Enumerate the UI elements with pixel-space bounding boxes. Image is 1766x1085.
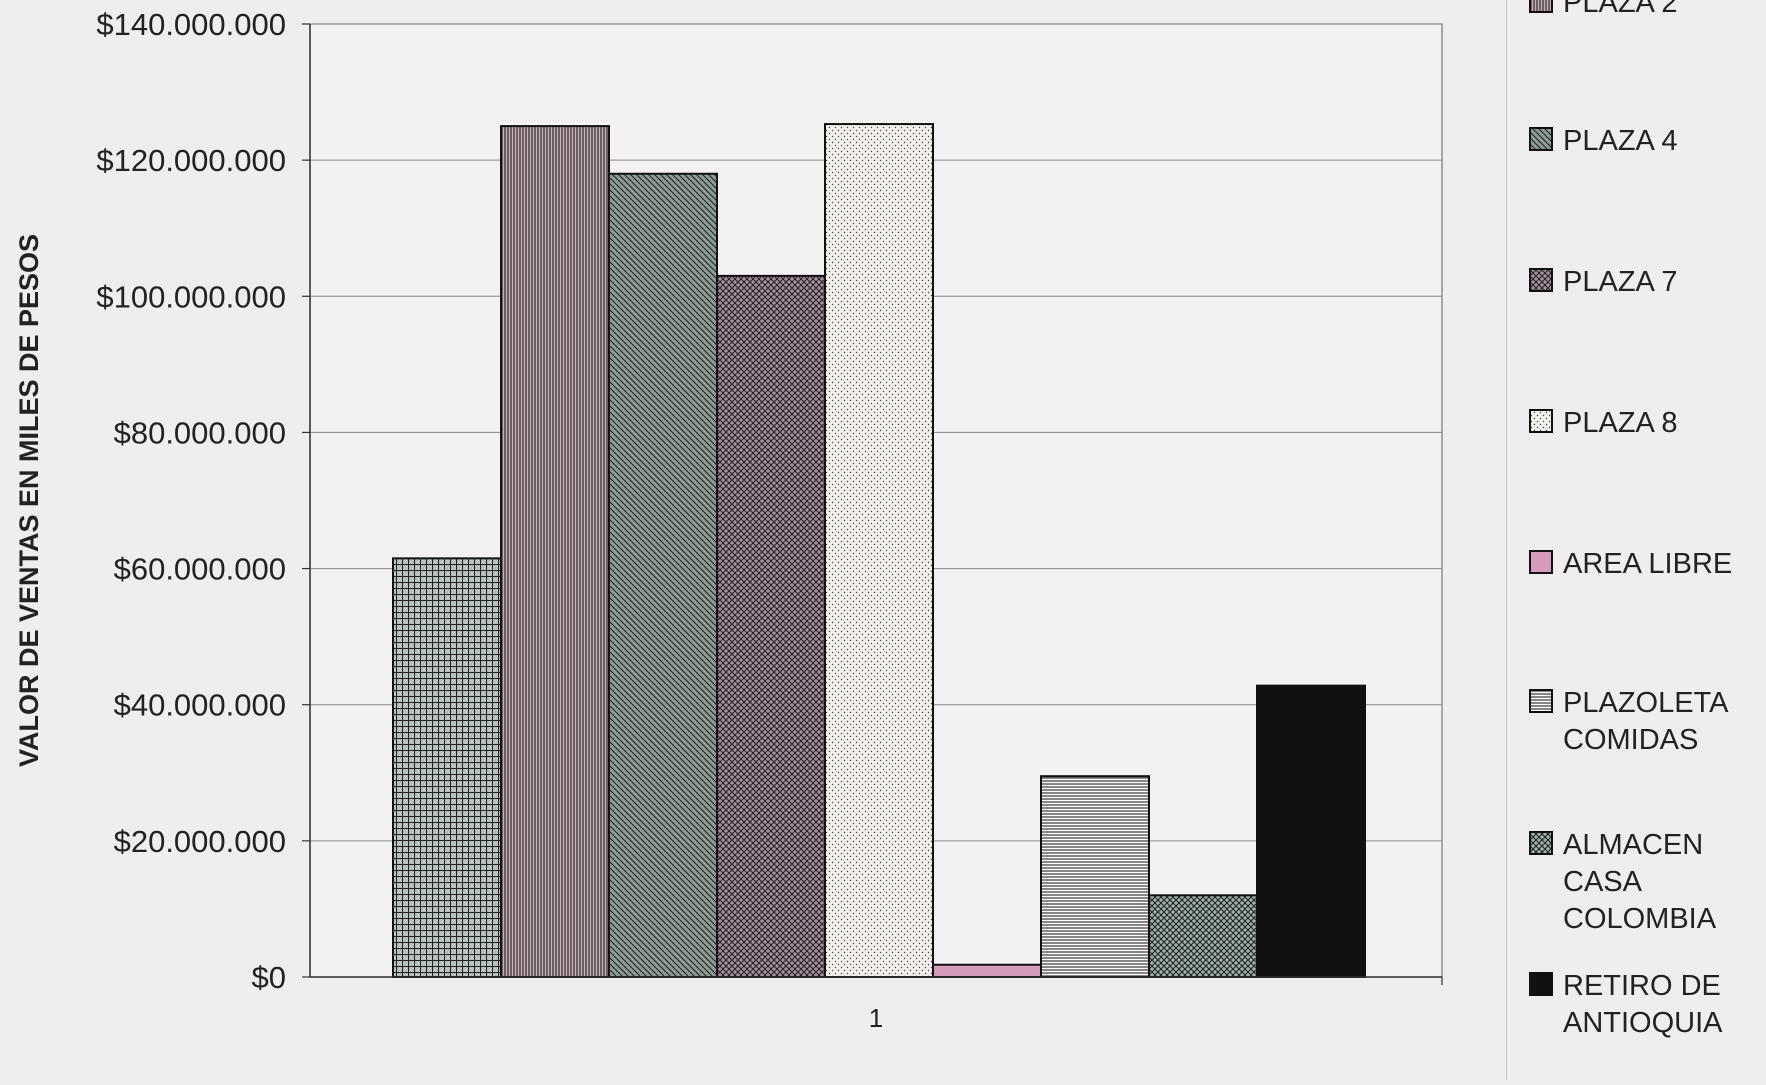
bar-plaza-2 [500, 125, 610, 979]
legend-label: COMIDAS [1563, 724, 1698, 756]
legend-label: COLOMBIA [1563, 903, 1717, 935]
legend-swatch [1529, 831, 1553, 855]
x-tick-label: 1 [869, 1003, 883, 1033]
legend-label: RETIRO DE [1563, 970, 1721, 1002]
legend-item-area-libre: AREA LIBRE [1529, 548, 1732, 580]
bar-plazoleta-comidas [1040, 775, 1150, 978]
legend-swatch [1529, 689, 1553, 713]
legend-item-plaza-7: PLAZA 7 [1529, 266, 1677, 298]
legend-swatch [1529, 550, 1553, 574]
y-axis-label: VALOR DE VENTAS EN MILES DE PESOS [14, 234, 44, 767]
legend-label: PLAZA 7 [1563, 266, 1677, 298]
legend-item-plaza-4: PLAZA 4 [1529, 125, 1677, 157]
bar-series-1 [392, 557, 502, 978]
bar-retiro-de-antioquia [1256, 684, 1366, 978]
y-tick-label: $100.000.000 [96, 279, 286, 314]
legend-divider [1506, 0, 1507, 1080]
y-tick-label: $80.000.000 [114, 415, 286, 450]
legend-label: AREA LIBRE [1563, 548, 1732, 580]
legend-label: PLAZOLETA [1563, 687, 1729, 719]
legend-item-retiro-de-antioquia: RETIRO DE ANTIOQUIA [1529, 970, 1723, 1039]
bar-plaza-4 [608, 172, 718, 978]
bar-area-libre [932, 963, 1042, 978]
axes: $0 $20.000.000 $40.000.000 $60.000.000 $80.0… [14, 7, 1443, 1033]
legend-item-almacen-casa-colombia: ALMACEN CASA COLOMBIA [1529, 829, 1717, 935]
legend-swatch [1529, 127, 1553, 151]
legend-label: ALMACEN [1563, 829, 1703, 861]
bars [392, 123, 1366, 979]
legend-swatch [1529, 0, 1553, 13]
legend-swatch [1529, 972, 1553, 996]
legend-item-plaza-8: PLAZA 8 [1529, 407, 1677, 439]
y-tick-label: $60.000.000 [114, 552, 286, 587]
legend-label: PLAZA 2 [1563, 0, 1677, 19]
y-tick-label: $120.000.000 [96, 143, 286, 178]
y-tick-label: $0 [252, 960, 286, 995]
bar-plaza-7 [716, 274, 826, 979]
legend-item-plaza-2: PLAZA 2 [1529, 0, 1677, 19]
y-tick-label: $140.000.000 [96, 7, 286, 42]
legend-label: CASA [1563, 866, 1643, 898]
legend-swatch [1529, 409, 1553, 433]
bar-almacen-casa-colombia [1148, 894, 1258, 978]
legend-swatch [1529, 268, 1553, 292]
y-tick-label: $20.000.000 [114, 824, 286, 859]
y-tick-label: $40.000.000 [114, 688, 286, 723]
legend: PLAZA 2 PLAZA 4 PLAZA 7 PLAZA 8 AREA LIBRE PL… [1529, 0, 1732, 1039]
legend-label: ANTIOQUIA [1563, 1007, 1723, 1039]
legend-item-plazoleta-comidas: PLAZOLETA COMIDAS [1529, 687, 1729, 756]
legend-label: PLAZA 8 [1563, 407, 1677, 439]
bar-plaza-8 [824, 123, 934, 978]
legend-label: PLAZA 4 [1563, 125, 1677, 157]
